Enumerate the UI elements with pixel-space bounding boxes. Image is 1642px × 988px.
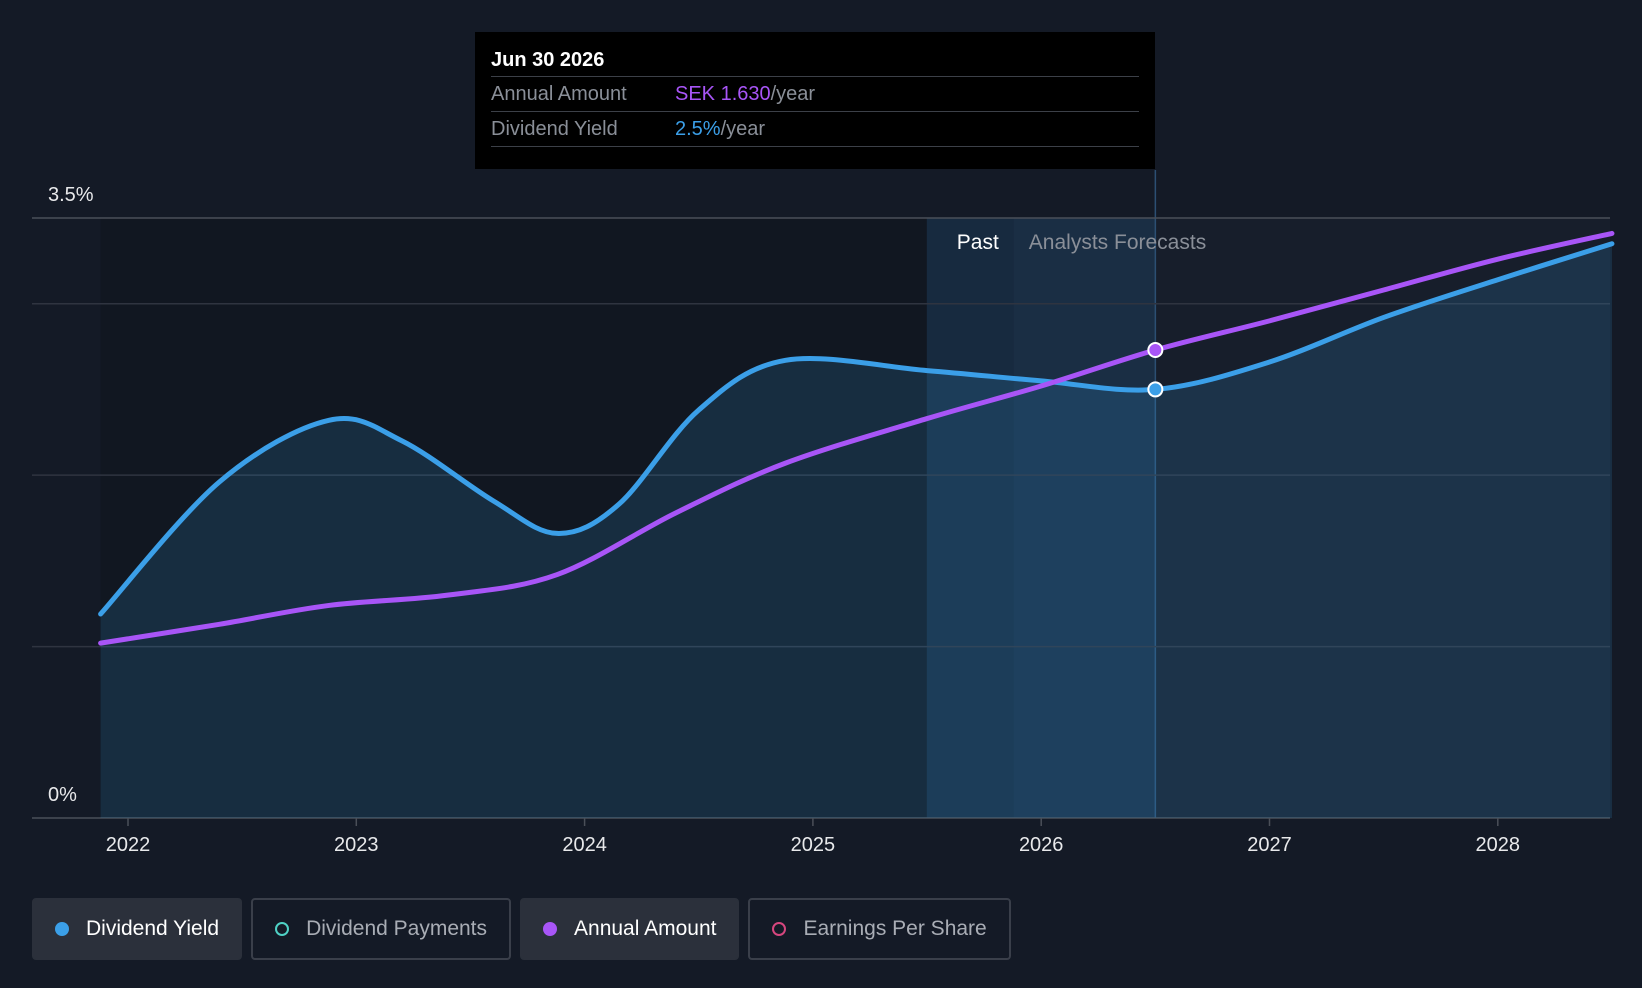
tooltip-row-dividend-yield: Dividend Yield 2.5% /year: [491, 111, 1139, 147]
tooltip-date: Jun 30 2026: [491, 49, 605, 71]
legend-label: Annual Amount: [574, 917, 717, 940]
y-tick-label: 0%: [48, 784, 77, 806]
legend-item-dividend-payments[interactable]: Dividend Payments: [251, 898, 512, 960]
tooltip-unit: /year: [770, 83, 816, 105]
y-tick-label: 3.5%: [48, 184, 94, 206]
legend-label: Earnings Per Share: [803, 917, 987, 940]
x-tick-label: 2023: [334, 834, 379, 856]
legend-dot-icon: [55, 922, 69, 936]
legend-item-earnings-per-share[interactable]: Earnings Per Share: [748, 898, 1011, 960]
x-tick-label: 2027: [1247, 834, 1292, 856]
tooltip-value: SEK 1.630: [675, 83, 771, 105]
forecast-label: Analysts Forecasts: [1029, 231, 1206, 254]
forecast-region: [1013, 218, 1610, 818]
tooltip-label: Dividend Yield: [491, 118, 618, 140]
legend-dot-icon: [772, 922, 787, 936]
legend-dot-icon: [275, 922, 290, 936]
x-tick-label: 2024: [562, 834, 607, 856]
legend: Dividend Yield Dividend Payments Annual …: [32, 898, 1020, 960]
legend-dot-icon: [543, 922, 558, 936]
x-tick-label: 2026: [1019, 834, 1064, 856]
x-tick-label: 2022: [106, 834, 151, 856]
series-line-1: [98, 230, 1615, 646]
past-label: Past: [957, 231, 999, 254]
series-marker-1: [1147, 342, 1164, 358]
tooltip-row-annual-amount: Annual Amount SEK 1.630 /year: [491, 76, 1139, 111]
x-tick-label: 2025: [791, 834, 836, 856]
legend-item-annual-amount[interactable]: Annual Amount: [520, 898, 740, 960]
tooltip-value: 2.5%: [675, 118, 721, 140]
x-tick-label: 2028: [1476, 834, 1521, 856]
series-area-0: [100, 243, 1612, 818]
tooltip-label: Annual Amount: [491, 83, 627, 105]
legend-label: Dividend Payments: [306, 917, 488, 940]
series-line-0: [98, 241, 1615, 617]
past-region: [100, 218, 1014, 818]
hover-band: [926, 218, 1156, 818]
tooltip-unit: /year: [720, 118, 766, 140]
series-marker-0: [1147, 381, 1164, 398]
legend-label: Dividend Yield: [86, 917, 220, 940]
legend-item-dividend-yield[interactable]: Dividend Yield: [32, 898, 243, 960]
tooltip: Jun 30 2026 Annual Amount SEK 1.630 /yea…: [475, 32, 1155, 169]
